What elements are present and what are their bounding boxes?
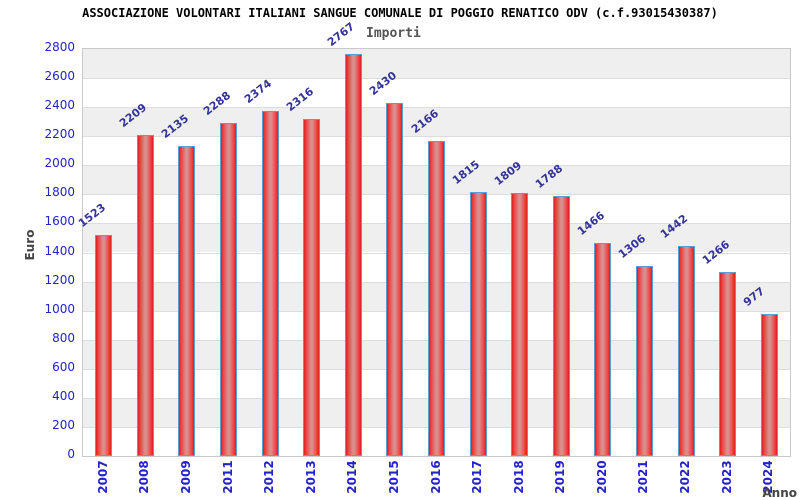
- gridline: [83, 136, 790, 138]
- legend-label-importi: Importi: [366, 26, 421, 41]
- y-tick-label: 1000: [44, 301, 75, 316]
- bar-2018: [511, 193, 529, 456]
- x-tick-label-2009: 2009: [178, 460, 193, 494]
- bar-2019: [552, 196, 570, 456]
- y-tick-label: 2000: [44, 156, 75, 171]
- y-tick-label: 2800: [44, 40, 75, 54]
- x-tick-label-2019: 2019: [553, 460, 568, 494]
- bar-2008: [136, 135, 154, 456]
- x-tick-label-2016: 2016: [428, 460, 443, 494]
- plot-band: [83, 49, 790, 79]
- x-tick-label-2011: 2011: [220, 460, 235, 494]
- y-tick-label: 2200: [44, 127, 75, 142]
- chart-title: ASSOCIAZIONE VOLONTARI ITALIANI SANGUE C…: [82, 6, 718, 20]
- y-tick-label: 2600: [44, 69, 75, 84]
- x-tick-label-2018: 2018: [511, 460, 526, 494]
- bar-2013: [303, 119, 321, 456]
- gridline: [83, 78, 790, 80]
- x-tick-label-2007: 2007: [95, 460, 110, 494]
- y-tick-label: 1800: [44, 185, 75, 200]
- x-tick-label-2015: 2015: [386, 460, 401, 494]
- y-tick-label: 2400: [44, 98, 75, 113]
- x-tick-label-2023: 2023: [719, 460, 734, 494]
- y-tick-label: 1600: [44, 214, 75, 229]
- x-tick-label-2021: 2021: [636, 460, 651, 494]
- bar-2016: [428, 141, 445, 456]
- y-tick-label: 1200: [44, 272, 75, 287]
- y-tick-label: 600: [52, 359, 75, 374]
- y-tick-label: 200: [52, 417, 75, 432]
- y-tick-label: 1400: [44, 243, 75, 258]
- y-tick-label: 0: [67, 447, 75, 461]
- x-tick-label-2013: 2013: [303, 460, 318, 494]
- gridline: [83, 107, 790, 109]
- bar-2015: [386, 103, 404, 456]
- x-tick-label-2020: 2020: [594, 460, 609, 494]
- bar-2021: [635, 266, 653, 456]
- x-tick-label-2014: 2014: [345, 460, 360, 494]
- x-tick-label-2022: 2022: [678, 460, 693, 494]
- plot-area: 1523 2209 2135 2288 2374 2316 2767 2430 2166 1815…: [76, 20, 791, 457]
- bar-2009: [178, 146, 196, 456]
- plot-band: [83, 78, 790, 108]
- bar-2020: [594, 243, 612, 456]
- x-axis-title-anno: Anno: [762, 486, 797, 500]
- bar-2014: [344, 54, 362, 456]
- bar-2024: [760, 314, 778, 456]
- bar-2023: [719, 272, 737, 456]
- bar-2011: [220, 123, 238, 456]
- x-tick-label-2008: 2008: [137, 460, 152, 494]
- y-tick-label: 400: [52, 388, 75, 403]
- x-tick-label-2017: 2017: [470, 460, 485, 494]
- x-tick-label-2012: 2012: [262, 460, 277, 494]
- bar-2017: [469, 192, 487, 456]
- bar-2012: [261, 111, 279, 456]
- bar-value-label: 2767: [325, 19, 358, 49]
- y-tick-label: 800: [52, 330, 75, 345]
- y-axis-title-euro: Euro: [23, 229, 37, 261]
- bar-2022: [677, 246, 695, 456]
- bar-2007: [95, 235, 113, 456]
- plot-band: [83, 107, 790, 137]
